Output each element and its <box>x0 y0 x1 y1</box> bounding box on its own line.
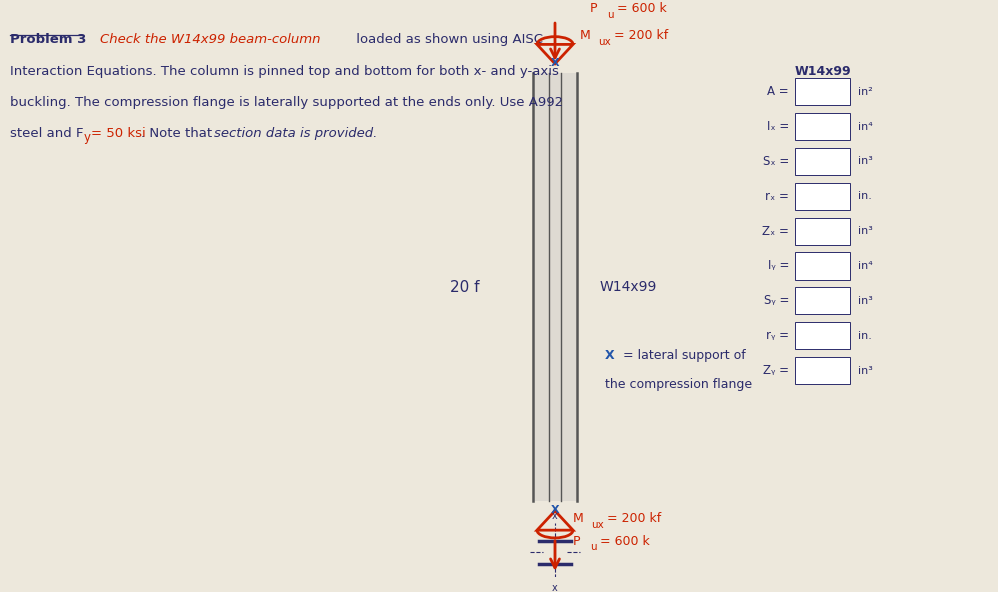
Text: M: M <box>573 512 584 525</box>
Text: = 200 kf: = 200 kf <box>603 512 662 525</box>
Text: y: y <box>84 131 91 144</box>
Text: W14x99: W14x99 <box>600 280 658 294</box>
Text: = 600 k: = 600 k <box>596 535 650 548</box>
Text: 1110: 1110 <box>807 120 837 133</box>
Text: section data is provided.: section data is provided. <box>214 127 377 140</box>
Text: buckling. The compression flange is laterally supported at the ends only. Use A9: buckling. The compression flange is late… <box>10 96 563 109</box>
Text: in³: in³ <box>858 156 873 166</box>
Text: 6.17: 6.17 <box>809 190 835 203</box>
Text: W14x99: W14x99 <box>794 65 851 78</box>
Text: ux: ux <box>598 37 611 47</box>
Text: the compression flange: the compression flange <box>605 378 752 391</box>
Text: in³: in³ <box>858 365 873 375</box>
Text: = lateral support of: = lateral support of <box>619 349 746 362</box>
Bar <box>533 73 577 501</box>
Text: Check the W14x99 beam-column: Check the W14x99 beam-column <box>100 33 320 46</box>
Text: in⁴: in⁴ <box>858 261 872 271</box>
Text: Interaction Equations. The column is pinned top and bottom for both x- and y-axi: Interaction Equations. The column is pin… <box>10 65 559 78</box>
Text: steel and F: steel and F <box>10 127 84 140</box>
Text: loaded as shown using AISC: loaded as shown using AISC <box>352 33 543 46</box>
Text: P: P <box>573 535 581 548</box>
FancyBboxPatch shape <box>795 78 850 105</box>
Text: 20 f: 20 f <box>450 280 480 295</box>
FancyBboxPatch shape <box>795 218 850 244</box>
Text: M: M <box>580 30 591 43</box>
FancyBboxPatch shape <box>795 357 850 384</box>
FancyBboxPatch shape <box>795 183 850 210</box>
Text: 55.2: 55.2 <box>809 294 835 307</box>
Text: in.: in. <box>858 191 872 201</box>
Text: X: X <box>551 505 559 515</box>
Text: 83.6: 83.6 <box>809 364 835 377</box>
Text: A =: A = <box>767 85 789 98</box>
Text: Zᵧ =: Zᵧ = <box>763 364 789 377</box>
Text: 3.71: 3.71 <box>809 329 835 342</box>
Text: X: X <box>605 349 615 362</box>
Text: = 50 ksi: = 50 ksi <box>91 127 146 140</box>
Text: in³: in³ <box>858 226 873 236</box>
Text: . Note that: . Note that <box>141 127 217 140</box>
Text: X: X <box>551 57 559 67</box>
Text: 173: 173 <box>811 224 833 237</box>
Text: u: u <box>607 10 614 20</box>
Text: x: x <box>552 583 558 592</box>
Text: Sₓ =: Sₓ = <box>762 155 789 168</box>
Text: Zₓ =: Zₓ = <box>762 224 789 237</box>
Text: in⁴: in⁴ <box>858 121 872 131</box>
Text: rᵧ =: rᵧ = <box>766 329 789 342</box>
FancyBboxPatch shape <box>795 148 850 175</box>
Text: in.: in. <box>858 331 872 340</box>
Text: Sᵧ =: Sᵧ = <box>763 294 789 307</box>
Text: 157: 157 <box>811 155 833 168</box>
Text: rₓ =: rₓ = <box>765 190 789 203</box>
FancyBboxPatch shape <box>795 322 850 349</box>
Text: = 200 kf: = 200 kf <box>610 30 669 43</box>
Text: in²: in² <box>858 87 872 97</box>
Text: P: P <box>590 2 598 15</box>
Text: 29.1: 29.1 <box>809 85 835 98</box>
Text: Iᵧ =: Iᵧ = <box>767 259 789 272</box>
Text: ux: ux <box>591 520 604 530</box>
FancyBboxPatch shape <box>795 287 850 314</box>
Text: Iₓ =: Iₓ = <box>766 120 789 133</box>
Text: x: x <box>552 511 558 522</box>
Text: 402: 402 <box>811 259 833 272</box>
Text: = 600 k: = 600 k <box>613 2 667 15</box>
Text: Problem 3: Problem 3 <box>10 33 87 46</box>
FancyBboxPatch shape <box>795 113 850 140</box>
Text: in³: in³ <box>858 296 873 306</box>
FancyBboxPatch shape <box>795 252 850 279</box>
Text: u: u <box>590 542 597 552</box>
